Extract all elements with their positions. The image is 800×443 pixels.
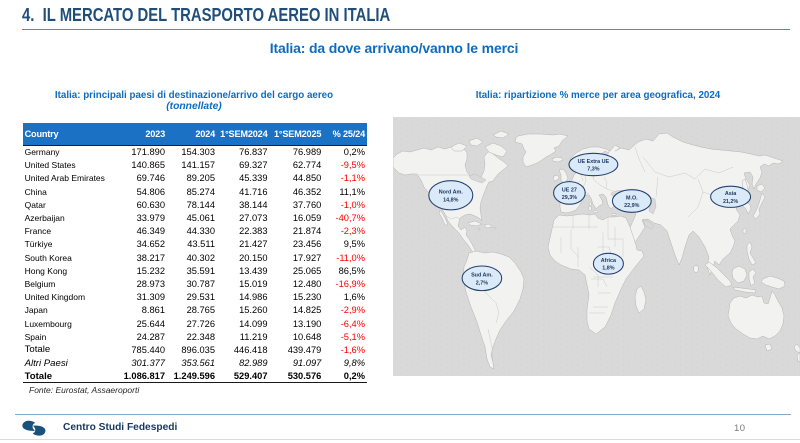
- svg-text:Nord Am.: Nord Am.: [439, 190, 464, 196]
- svg-text:Africa: Africa: [601, 258, 617, 264]
- svg-text:14,8%: 14,8%: [443, 197, 458, 203]
- svg-text:UE 27: UE 27: [562, 187, 577, 193]
- svg-text:7,3%: 7,3%: [587, 167, 599, 173]
- svg-text:Sud Am.: Sud Am.: [471, 273, 493, 279]
- svg-text:29,3%: 29,3%: [562, 195, 577, 201]
- svg-text:UE Extra UE: UE Extra UE: [578, 159, 610, 165]
- svg-text:Asia: Asia: [725, 191, 737, 197]
- svg-text:1,8%: 1,8%: [602, 266, 614, 272]
- svg-text:22,9%: 22,9%: [624, 203, 639, 209]
- svg-text:M.O.: M.O.: [626, 195, 638, 201]
- svg-text:2,7%: 2,7%: [476, 280, 488, 286]
- svg-text:21,2%: 21,2%: [723, 199, 738, 205]
